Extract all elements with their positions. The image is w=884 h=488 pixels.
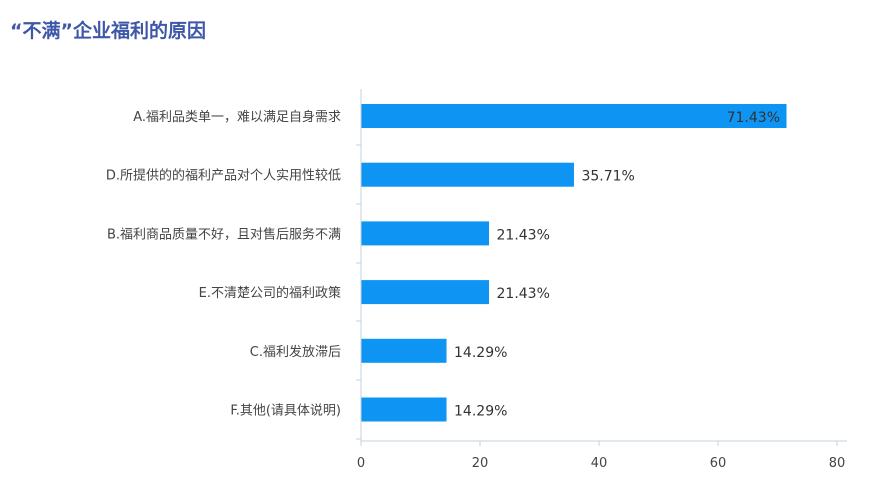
category-label: E.不清楚公司的福利政策 xyxy=(199,285,341,301)
labels-layer: A.福利品类单一，难以满足自身需求 71.43% D.所提供的的福利产品对个人实用性… xyxy=(106,109,780,420)
x-tick-label: 20 xyxy=(472,456,489,471)
category-label: A.福利品类单一，难以满足自身需求 xyxy=(133,109,341,125)
category-label: B.福利商品质量不好，且对售后服务不满 xyxy=(107,226,341,242)
category-label: D.所提供的的福利产品对个人实用性较低 xyxy=(106,168,341,184)
value-label: 14.29% xyxy=(454,345,507,361)
bar xyxy=(361,280,490,305)
x-tick-label: 0 xyxy=(357,456,365,471)
bar xyxy=(361,104,787,128)
bars-layer xyxy=(361,104,787,422)
x-tick-label: 80 xyxy=(829,456,846,471)
value-label: 35.71% xyxy=(581,169,634,185)
category-label: F.其他(请具体说明) xyxy=(230,404,341,419)
value-label: 21.43% xyxy=(497,227,550,243)
x-tick-label: 60 xyxy=(710,456,727,471)
value-label: 21.43% xyxy=(497,286,550,302)
value-label: 14.29% xyxy=(454,404,507,420)
bar xyxy=(361,221,490,246)
axis-layer: 0 20 40 60 80 xyxy=(356,89,847,471)
category-label: C.福利发放滞后 xyxy=(250,344,341,360)
bar xyxy=(361,338,447,363)
bar xyxy=(361,397,447,422)
x-tick-label: 40 xyxy=(591,456,608,471)
chart-title: “不满”企业福利的原因 xyxy=(10,20,206,42)
bar xyxy=(361,162,574,187)
value-label: 71.43% xyxy=(727,110,780,126)
